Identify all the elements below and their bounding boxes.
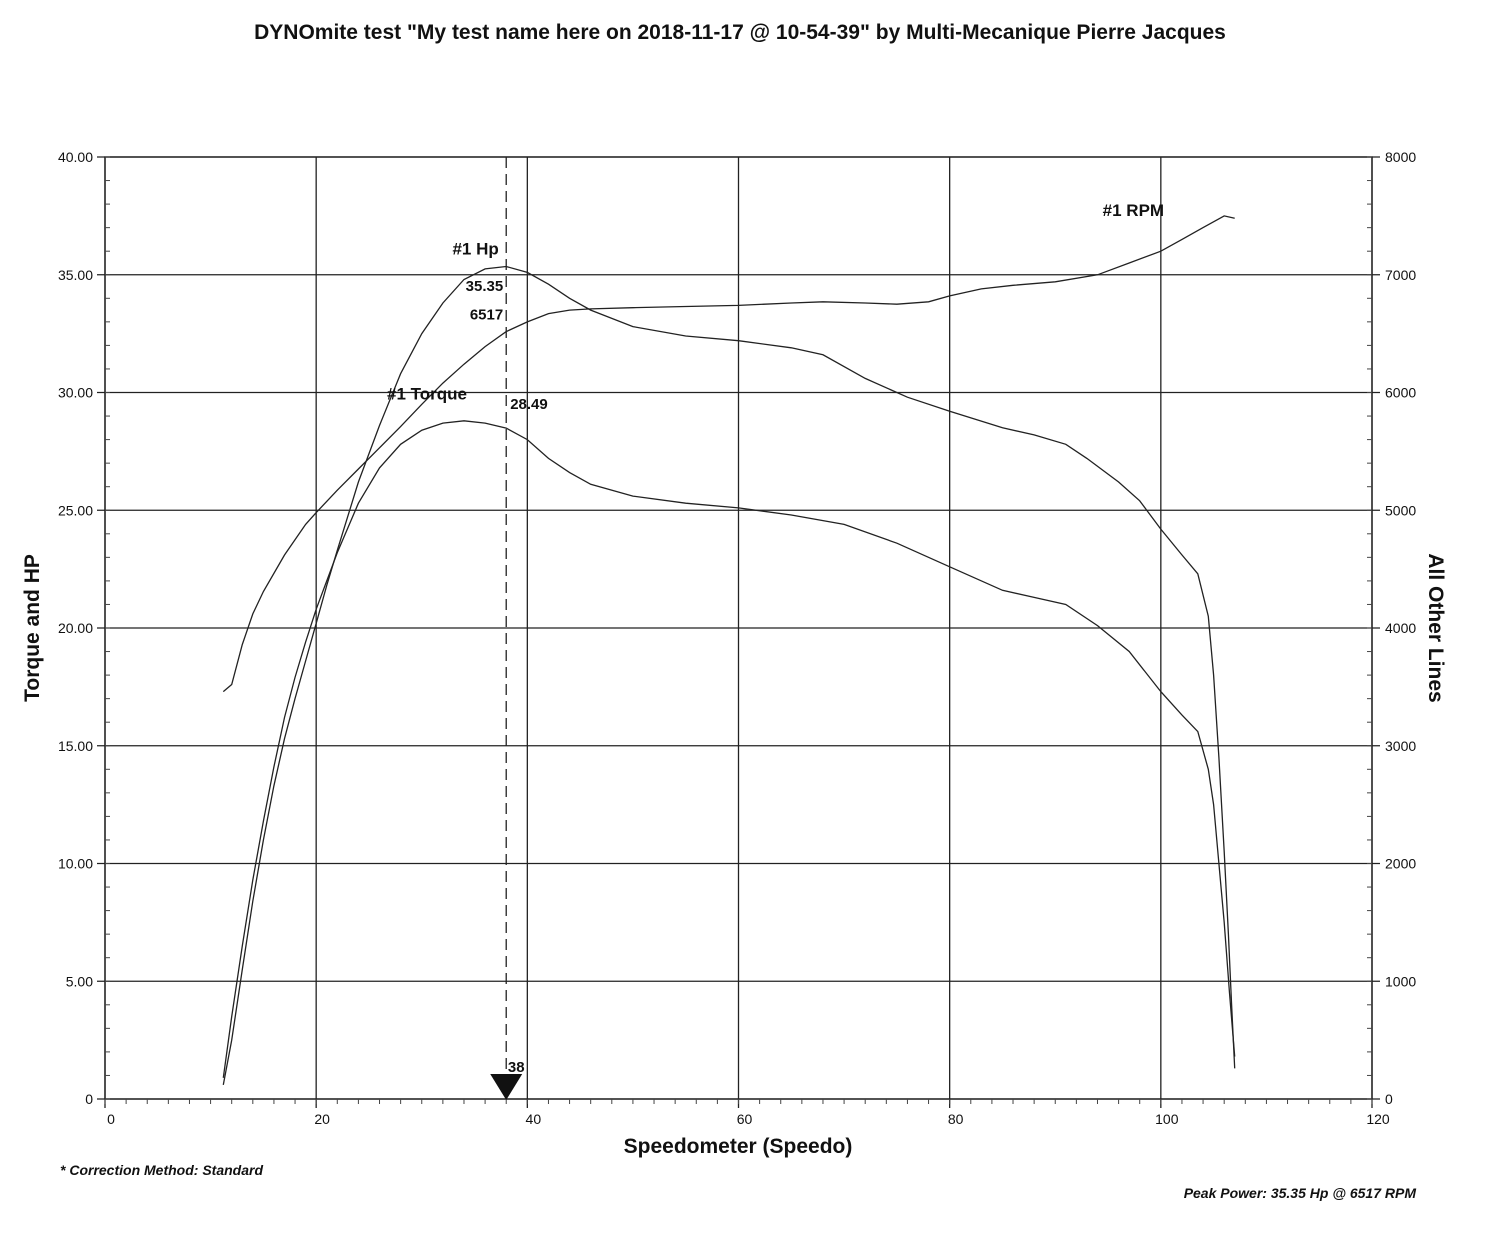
- y-tick-label: 30.00: [58, 385, 93, 401]
- y2-tick-label: 0: [1385, 1091, 1393, 1107]
- x-tick-label: 80: [948, 1111, 964, 1127]
- correction-method-note: * Correction Method: Standard: [60, 1162, 263, 1178]
- y2-tick-label: 7000: [1385, 267, 1416, 283]
- y-tick-label: 35.00: [58, 267, 93, 283]
- grid-layer: [97, 156, 1380, 1108]
- y-tick-label: 15.00: [58, 738, 93, 754]
- cursor-marker: [490, 1074, 523, 1100]
- cursor-x-value-label: 38: [508, 1059, 525, 1076]
- y-tick-label: 25.00: [58, 502, 93, 518]
- y2-tick-label: 2000: [1385, 856, 1416, 872]
- y-tick-label: 10.00: [58, 856, 93, 872]
- x-tick-label: 40: [526, 1111, 542, 1127]
- y-tick-label: 20.00: [58, 620, 93, 636]
- y-tick-label: 5.00: [66, 973, 93, 989]
- y2-tick-label: 8000: [1385, 149, 1416, 165]
- y2-tick-label: 4000: [1385, 620, 1416, 636]
- series-label-1-rpm: #1 RPM: [1103, 201, 1164, 220]
- y2-tick-label: 3000: [1385, 738, 1416, 754]
- series-line-1-hp: [222, 265, 1236, 1086]
- cursor-torque-value-label: 28.49: [510, 396, 548, 413]
- cursor-rpm-value-label: 6517: [470, 306, 503, 323]
- label-layer: #1 Hp #1 Torque #1 RPM 38 35.35 6517 28.49: [387, 157, 1164, 1100]
- series-line-1-torque: [222, 420, 1236, 1078]
- x-tick-label: 20: [314, 1111, 330, 1127]
- x-tick-label: 0: [107, 1111, 115, 1127]
- y-tick-label: 0: [85, 1091, 93, 1107]
- series-label-1-hp: #1 Hp: [452, 240, 498, 259]
- y2-tick-label: 5000: [1385, 502, 1416, 518]
- x-tick-label: 60: [737, 1111, 753, 1127]
- cursor-hp-value-label: 35.35: [466, 278, 504, 295]
- x-tick-label: 100: [1155, 1111, 1179, 1127]
- y2-tick-label: 1000: [1385, 973, 1416, 989]
- x-axis-title: Speedometer (Speedo): [624, 1135, 853, 1158]
- x-tick-label: 120: [1366, 1111, 1390, 1127]
- series-layer: [222, 215, 1236, 1086]
- tick-layer: 0 5.00 10.00 15.00 20.00 25.00 30.00 35.00 40.00…: [58, 149, 1416, 1127]
- chart-title: DYNOmite test "My test name here on 2018…: [254, 21, 1226, 44]
- series-label-1-torque: #1 Torque: [387, 385, 467, 404]
- peak-power-note: Peak Power: 35.35 Hp @ 6517 RPM: [1184, 1185, 1417, 1201]
- y2-tick-label: 6000: [1385, 385, 1416, 401]
- y2-axis-title: All Other Lines: [1424, 553, 1447, 702]
- y-axis-title: Torque and HP: [21, 554, 44, 702]
- y-tick-label: 40.00: [58, 149, 93, 165]
- series-line-1-rpm: [222, 215, 1235, 693]
